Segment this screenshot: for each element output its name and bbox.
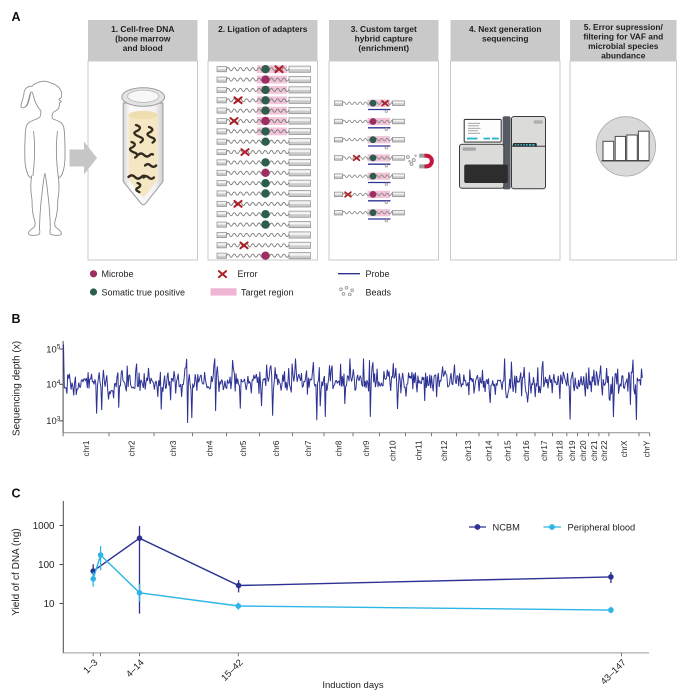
svg-text:Yield of cf DNA (ng): Yield of cf DNA (ng) (11, 528, 22, 615)
svg-text:chr12: chr12 (440, 440, 449, 461)
svg-text:4. Next generation: 4. Next generation (469, 24, 542, 34)
svg-text:Target region: Target region (241, 287, 294, 297)
svg-text:Peripheral blood: Peripheral blood (568, 522, 636, 532)
svg-text:chr17: chr17 (540, 440, 549, 461)
svg-text:microbial species: microbial species (588, 41, 659, 51)
svg-text:chr21: chr21 (590, 440, 599, 461)
svg-text:A: A (12, 10, 21, 24)
svg-text:chr6: chr6 (272, 440, 281, 456)
svg-text:3. Custom target: 3. Custom target (351, 24, 417, 34)
svg-text:chr3: chr3 (169, 440, 178, 456)
svg-text:Microbe: Microbe (102, 269, 134, 279)
svg-text:chr20: chr20 (579, 440, 588, 461)
svg-text:filtering for VAF and: filtering for VAF and (583, 32, 663, 42)
svg-text:chr11: chr11 (415, 440, 424, 460)
svg-text:chr19: chr19 (568, 440, 577, 461)
svg-text:NCBM: NCBM (493, 522, 520, 532)
svg-text:Probe: Probe (366, 269, 390, 279)
svg-text:chrY: chrY (643, 440, 652, 457)
svg-text:chr9: chr9 (362, 440, 371, 456)
svg-text:Induction days: Induction days (322, 680, 384, 691)
svg-text:sequencing: sequencing (482, 34, 529, 44)
svg-text:chr18: chr18 (556, 440, 565, 461)
svg-text:chr13: chr13 (464, 440, 473, 461)
svg-text:C: C (12, 487, 21, 501)
svg-text:and blood: and blood (123, 43, 163, 53)
svg-text:abundance: abundance (601, 50, 646, 60)
svg-text:chr4: chr4 (206, 440, 215, 456)
svg-text:chrX: chrX (620, 440, 629, 457)
svg-text:chr5: chr5 (239, 440, 248, 456)
svg-text:chr15: chr15 (503, 440, 512, 461)
svg-text:hybrid capture: hybrid capture (355, 34, 414, 44)
svg-text:1000: 1000 (33, 521, 55, 532)
svg-text:Somatic true positive: Somatic true positive (102, 287, 186, 297)
svg-text:chr7: chr7 (304, 440, 313, 456)
svg-text:1. Cell-free DNA: 1. Cell-free DNA (111, 24, 174, 34)
svg-text:chr16: chr16 (522, 440, 531, 461)
svg-text:chr22: chr22 (600, 440, 609, 461)
svg-text:chr2: chr2 (128, 440, 137, 456)
svg-text:(bone marrow: (bone marrow (115, 34, 171, 44)
svg-text:100: 100 (38, 560, 55, 571)
svg-text:Sequencing depth (x): Sequencing depth (x) (12, 341, 23, 436)
svg-text:Beads: Beads (366, 287, 392, 297)
svg-text:10: 10 (44, 599, 55, 610)
svg-text:(enrichment): (enrichment) (358, 43, 409, 53)
svg-text:chr14: chr14 (485, 440, 494, 461)
svg-text:105: 105 (46, 343, 60, 354)
svg-text:chr1: chr1 (82, 440, 91, 456)
svg-text:chr10: chr10 (389, 440, 398, 461)
svg-text:chr8: chr8 (335, 440, 344, 456)
svg-text:103: 103 (46, 415, 60, 426)
svg-text:104: 104 (46, 379, 60, 390)
svg-text:2. Ligation of adapters: 2. Ligation of adapters (218, 24, 308, 34)
svg-text:B: B (12, 312, 21, 326)
svg-text:Error: Error (238, 269, 258, 279)
svg-text:5. Error supression/: 5. Error supression/ (584, 22, 664, 32)
